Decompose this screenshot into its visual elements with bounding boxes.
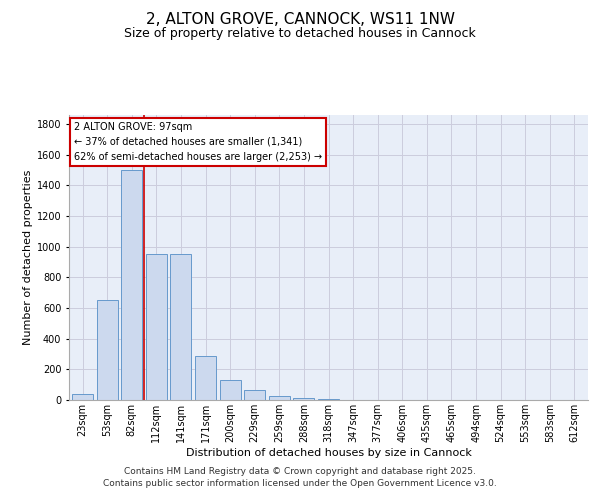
Bar — [269, 396, 290, 400]
Text: Size of property relative to detached houses in Cannock: Size of property relative to detached ho… — [124, 28, 476, 40]
Bar — [72, 394, 93, 400]
Bar — [244, 390, 265, 400]
Text: 2, ALTON GROVE, CANNOCK, WS11 1NW: 2, ALTON GROVE, CANNOCK, WS11 1NW — [146, 12, 455, 28]
Text: Contains HM Land Registry data © Crown copyright and database right 2025.
Contai: Contains HM Land Registry data © Crown c… — [103, 466, 497, 487]
X-axis label: Distribution of detached houses by size in Cannock: Distribution of detached houses by size … — [185, 448, 472, 458]
Bar — [220, 380, 241, 400]
Y-axis label: Number of detached properties: Number of detached properties — [23, 170, 32, 345]
Bar — [146, 254, 167, 400]
Text: 2 ALTON GROVE: 97sqm
← 37% of detached houses are smaller (1,341)
62% of semi-de: 2 ALTON GROVE: 97sqm ← 37% of detached h… — [74, 122, 322, 162]
Bar — [195, 356, 216, 400]
Bar — [293, 398, 314, 400]
Bar — [121, 170, 142, 400]
Bar — [170, 254, 191, 400]
Bar — [318, 399, 339, 400]
Bar — [97, 300, 118, 400]
